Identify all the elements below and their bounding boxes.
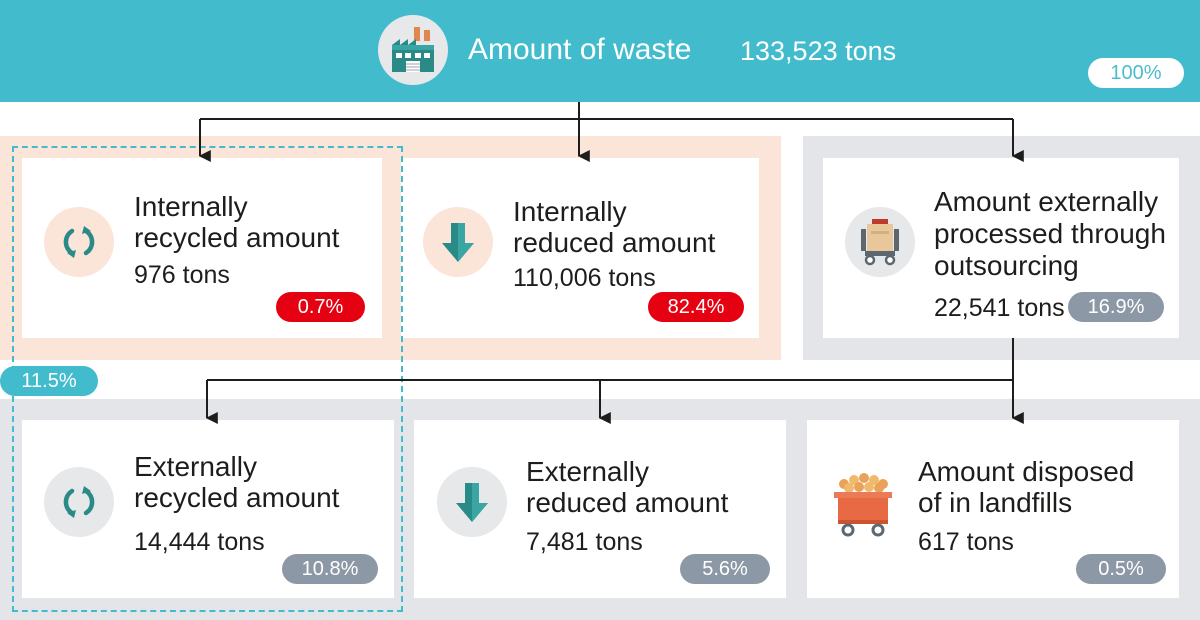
- internally-reduced-percent: 82.4%: [648, 292, 744, 322]
- waste-cart-icon: [845, 207, 915, 277]
- internally-recycled-value: 976 tons: [134, 261, 230, 289]
- externally-reduced-title-2: reduced amount: [526, 487, 729, 518]
- internally-reduced-title-2: reduced amount: [513, 227, 716, 258]
- header-banner: [0, 0, 1200, 102]
- internally-reduced-value: 110,006 tons: [513, 264, 656, 292]
- externally-processed-value: 22,541 tons: [934, 294, 1065, 322]
- externally-processed-title-3: outsourcing: [934, 250, 1079, 281]
- landfill-percent: 0.5%: [1076, 554, 1166, 584]
- externally-reduced-value: 7,481 tons: [526, 528, 643, 556]
- recycled-combined-percent: 11.5%: [0, 366, 98, 396]
- externally-recycled-percent: 10.8%: [282, 554, 378, 584]
- internally-reduced-title-1: Internally: [513, 196, 627, 227]
- landfill-value: 617 tons: [918, 528, 1014, 556]
- externally-recycled-title-1: Externally: [134, 451, 257, 482]
- recycle-icon: [44, 467, 114, 537]
- internally-recycled-title-2: recycled amount: [134, 222, 340, 253]
- down-arrow-icon: [437, 467, 507, 537]
- factory-icon: [378, 15, 448, 85]
- externally-recycled-title-2: recycled amount: [134, 482, 340, 513]
- externally-reduced-title-1: Externally: [526, 456, 649, 487]
- externally-reduced-percent: 5.6%: [680, 554, 770, 584]
- externally-processed-title-2: processed through: [934, 218, 1166, 249]
- internally-recycled-title-1: Internally: [134, 191, 248, 222]
- internally-recycled-percent: 0.7%: [276, 292, 365, 322]
- header-title: Amount of waste: [468, 33, 692, 66]
- landfill-title-1: Amount disposed: [918, 456, 1135, 487]
- externally-recycled-value: 14,444 tons: [134, 528, 265, 556]
- header-total: 133,523 tons: [740, 36, 897, 66]
- recycle-icon: [44, 207, 114, 277]
- header-percent-badge: 100%: [1088, 58, 1184, 88]
- externally-processed-title-1: Amount externally: [934, 186, 1159, 217]
- landfill-cart-icon: [828, 466, 898, 542]
- landfill-title-2: of in landfills: [918, 487, 1073, 518]
- down-arrow-icon: [423, 207, 493, 277]
- externally-processed-percent: 16.9%: [1068, 292, 1164, 322]
